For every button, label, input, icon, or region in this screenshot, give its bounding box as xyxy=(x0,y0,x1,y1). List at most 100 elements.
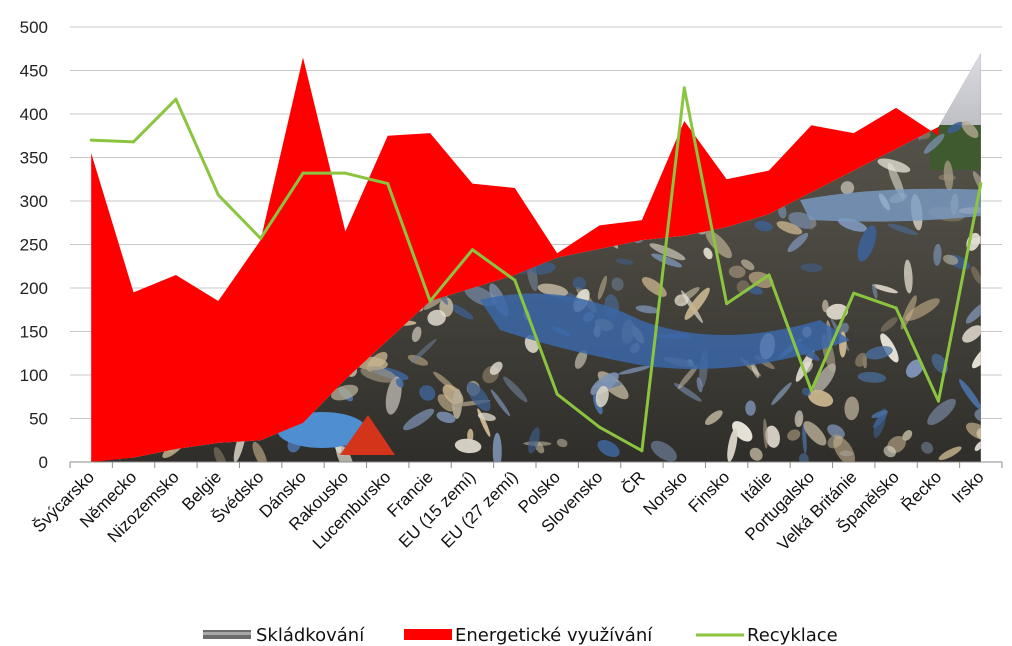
landfill-debris xyxy=(486,119,504,138)
landfill-debris xyxy=(958,379,981,411)
landfill-debris xyxy=(927,398,956,426)
landfill-debris xyxy=(961,121,979,139)
landfill-debris xyxy=(506,151,520,170)
x-tick-label-recko: Řecko xyxy=(898,467,946,515)
landfill-debris xyxy=(802,424,807,454)
landfill-debris xyxy=(91,392,94,409)
landfill-debris xyxy=(427,309,446,326)
recycling-point-norsko xyxy=(682,86,686,90)
landfill-debris xyxy=(63,182,83,208)
landfill-debris xyxy=(411,326,422,343)
recycling-point-cr xyxy=(640,449,644,453)
landfill-debris xyxy=(751,362,760,379)
landfill-debris xyxy=(385,376,402,415)
y-tick-label: 500 xyxy=(20,18,48,37)
recycling-point-lucembursko xyxy=(386,182,390,186)
legend-label-recyklace: Recyklace xyxy=(747,625,838,646)
landfill-debris xyxy=(537,283,569,297)
recycling-point-francie xyxy=(428,299,432,303)
landfill-debris xyxy=(994,163,1009,190)
landfill-debris xyxy=(729,160,757,174)
y-tick-label: 150 xyxy=(20,323,48,342)
landfill-debris xyxy=(844,396,860,421)
landfill-debris xyxy=(54,273,86,284)
landfill-debris xyxy=(763,418,768,449)
landfill-debris xyxy=(410,338,437,363)
recycling-line xyxy=(91,86,983,453)
landfill-debris xyxy=(559,183,566,191)
landfill-debris xyxy=(228,254,246,266)
landfill-debris xyxy=(943,160,954,191)
landfill-debris xyxy=(974,408,981,423)
recycling-point-dansko xyxy=(301,171,305,175)
y-tick-label: 300 xyxy=(20,192,48,211)
y-tick-label: 400 xyxy=(20,105,48,124)
series-recyklace-line xyxy=(89,86,983,453)
landfill-debris xyxy=(172,185,189,197)
y-tick-label: 200 xyxy=(20,279,48,298)
landfill-debris xyxy=(880,317,898,332)
landfill-debris xyxy=(776,221,803,235)
landfill-debris xyxy=(737,154,760,169)
landfill-debris xyxy=(437,394,455,412)
landfill-debris xyxy=(489,143,509,157)
landfill-debris xyxy=(407,354,429,366)
recycling-point-portugalsko xyxy=(809,389,813,393)
landfill-debris xyxy=(787,232,809,253)
landfill-debris xyxy=(436,411,456,424)
landfill-debris xyxy=(923,133,945,154)
landfill-debris xyxy=(403,408,435,431)
landfill-debris xyxy=(684,287,710,320)
landfill-debris xyxy=(696,376,703,393)
landfill-debris xyxy=(126,253,159,278)
landfill-debris xyxy=(905,298,940,321)
landfill-debris xyxy=(981,434,994,449)
landfill-debris xyxy=(134,160,148,168)
landfill-debris xyxy=(801,387,811,396)
landfill-debris xyxy=(562,212,574,232)
landfill-debris xyxy=(561,163,574,181)
landfill-debris xyxy=(523,154,533,163)
landfill-debris xyxy=(246,126,258,151)
y-tick-label: 350 xyxy=(20,149,48,168)
landfill-debris xyxy=(787,429,801,441)
recycling-point-nemecko xyxy=(132,140,136,144)
y-tick-label: 450 xyxy=(20,62,48,81)
landfill-debris xyxy=(73,386,88,396)
landfill-debris xyxy=(887,223,918,236)
landfill-debris xyxy=(534,181,564,208)
landfill-debris xyxy=(556,438,568,448)
legend-label-skladkovani: Skládkování xyxy=(256,625,365,646)
recycling-point-spanelsko xyxy=(894,306,898,310)
landfill-debris xyxy=(727,428,738,462)
recycling-point-nizozemsko xyxy=(174,97,178,101)
landfill-debris xyxy=(611,277,624,291)
landfill-debris xyxy=(947,121,964,134)
landfill-debris xyxy=(152,165,163,178)
landfill-debris xyxy=(189,216,213,237)
recycling-point-italie xyxy=(767,273,771,277)
landfill-debris xyxy=(180,155,210,179)
landfill-debris xyxy=(883,445,896,458)
landfill-debris xyxy=(765,425,780,448)
landfill-debris xyxy=(597,275,608,300)
y-tick-label: 100 xyxy=(20,366,48,385)
landfill-debris xyxy=(873,408,887,438)
landfill-debris xyxy=(719,139,728,172)
landfill-debris xyxy=(754,220,773,232)
landfill-debris xyxy=(54,177,89,199)
landfill-debris xyxy=(855,352,868,367)
landfill-debris xyxy=(467,382,491,412)
landfill-debris xyxy=(194,177,206,187)
legend-swatch-energeticke-vyuzivani xyxy=(404,629,452,640)
landfill-debris xyxy=(228,231,244,253)
landfill-debris xyxy=(872,284,898,294)
legend-item-energeticke-vyuzivani: Energetické využívání xyxy=(404,625,653,646)
landfill-debris xyxy=(676,287,700,305)
landfill-debris xyxy=(213,447,227,462)
landfill-debris xyxy=(395,378,404,388)
landfill-debris xyxy=(797,415,803,427)
recycling-point-finsko xyxy=(725,302,729,306)
landfill-debris xyxy=(979,119,1003,146)
landfill-debris xyxy=(360,366,397,383)
